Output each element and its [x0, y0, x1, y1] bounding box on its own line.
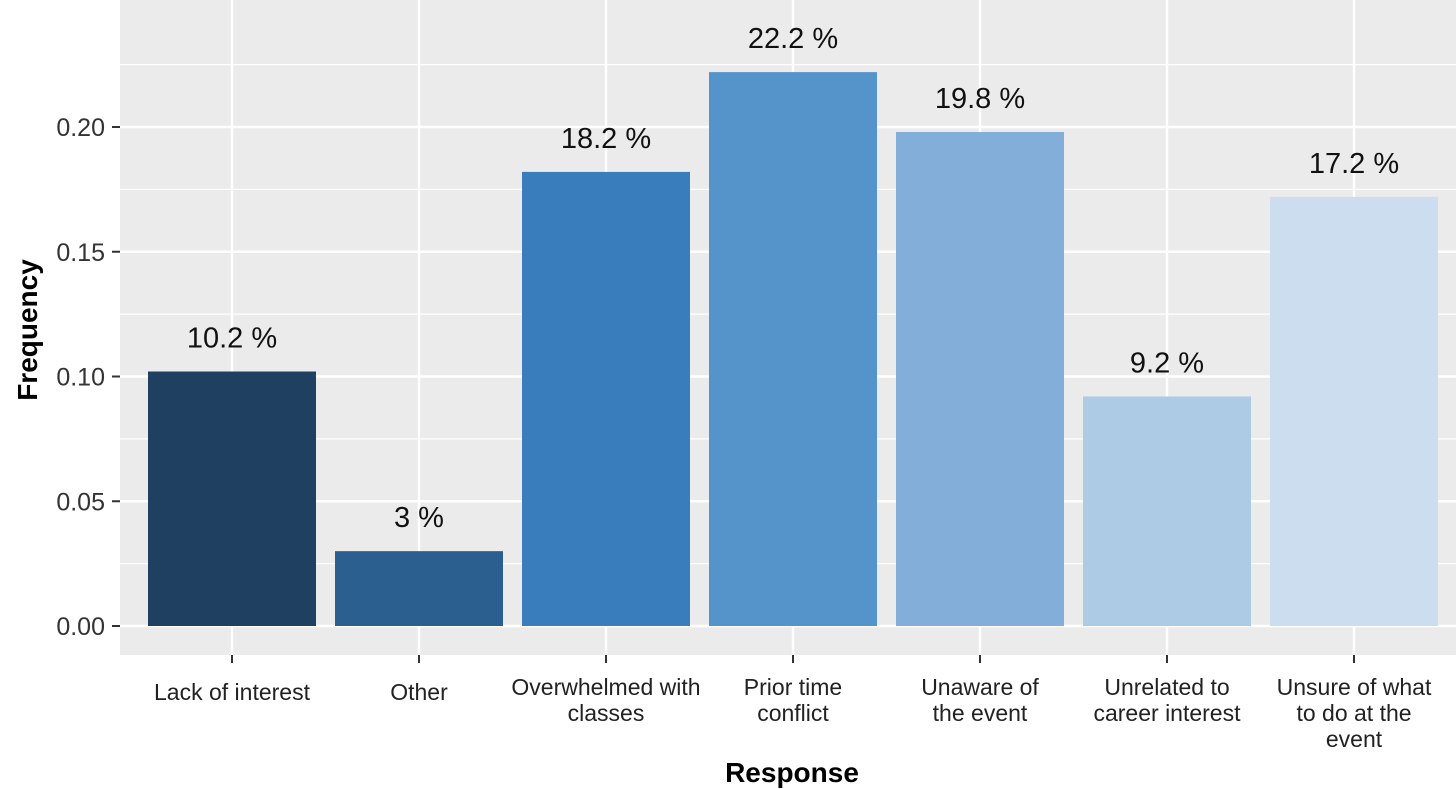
y-tick-label: 0.05: [56, 488, 105, 516]
x-tick-label-line: to do at the: [1296, 700, 1411, 726]
bar: [1083, 396, 1251, 626]
y-tick-label: 0.15: [56, 239, 105, 267]
x-tick-label-line: conflict: [757, 700, 829, 726]
x-axis-title: Response: [725, 757, 859, 788]
x-tick-label: Unaware of the event: [921, 674, 1039, 726]
data-label: 19.8 %: [935, 83, 1025, 115]
bar: [148, 371, 316, 626]
x-tick-label-line: Unrelated to: [1104, 674, 1229, 700]
bar: [896, 131, 1064, 627]
y-axis-title: Frequency: [12, 259, 43, 401]
x-tick-label-line: Lack of interest: [154, 679, 311, 705]
x-tick-label-line: Unsure of what: [1277, 674, 1432, 700]
x-tick-label-line: classes: [568, 700, 645, 726]
x-tick-label-line: Overwhelmed with: [511, 674, 700, 700]
bar: [1270, 196, 1438, 627]
x-tick-label-line: event: [1326, 726, 1383, 752]
data-label: 9.2 %: [1130, 347, 1204, 379]
bar: [522, 171, 690, 626]
y-axis: 0.00 0.05 0.10 0.15 0.20: [56, 114, 120, 641]
y-tick-label: 0.20: [56, 114, 105, 142]
x-tick-label-line: career interest: [1093, 700, 1241, 726]
y-tick-label: 0.10: [56, 364, 105, 392]
x-tick-label-line: the event: [933, 700, 1028, 726]
x-tick-label-line: Unaware of: [921, 674, 1039, 700]
x-tick-label: Lack of interest: [154, 679, 311, 705]
data-label: 17.2 %: [1309, 148, 1399, 180]
bar: [335, 551, 503, 626]
data-label: 3 %: [394, 502, 444, 534]
y-tick-label: 0.00: [56, 613, 105, 641]
x-tick-label-line: Prior time: [744, 674, 842, 700]
x-axis: Lack of interest Other Overwhelmed with cla…: [154, 655, 1432, 752]
bars-group: [148, 72, 1438, 627]
x-tick-label-line: Other: [390, 679, 448, 705]
data-label: 10.2 %: [187, 323, 277, 355]
x-tick-label: Other: [390, 679, 448, 705]
data-label: 18.2 %: [561, 123, 651, 155]
x-tick-label: Unsure of what to do at the event: [1277, 674, 1432, 752]
x-tick-label: Unrelated to career interest: [1093, 674, 1241, 726]
data-labels-group: 10.2 % 3 % 18.2 % 22.2 % 19.8 % 9.2 % 17.2 %: [187, 23, 1399, 534]
bar: [709, 72, 877, 627]
data-label: 22.2 %: [748, 23, 838, 55]
x-tick-label: Prior time conflict: [744, 674, 842, 726]
x-tick-label: Overwhelmed with classes: [511, 674, 700, 726]
